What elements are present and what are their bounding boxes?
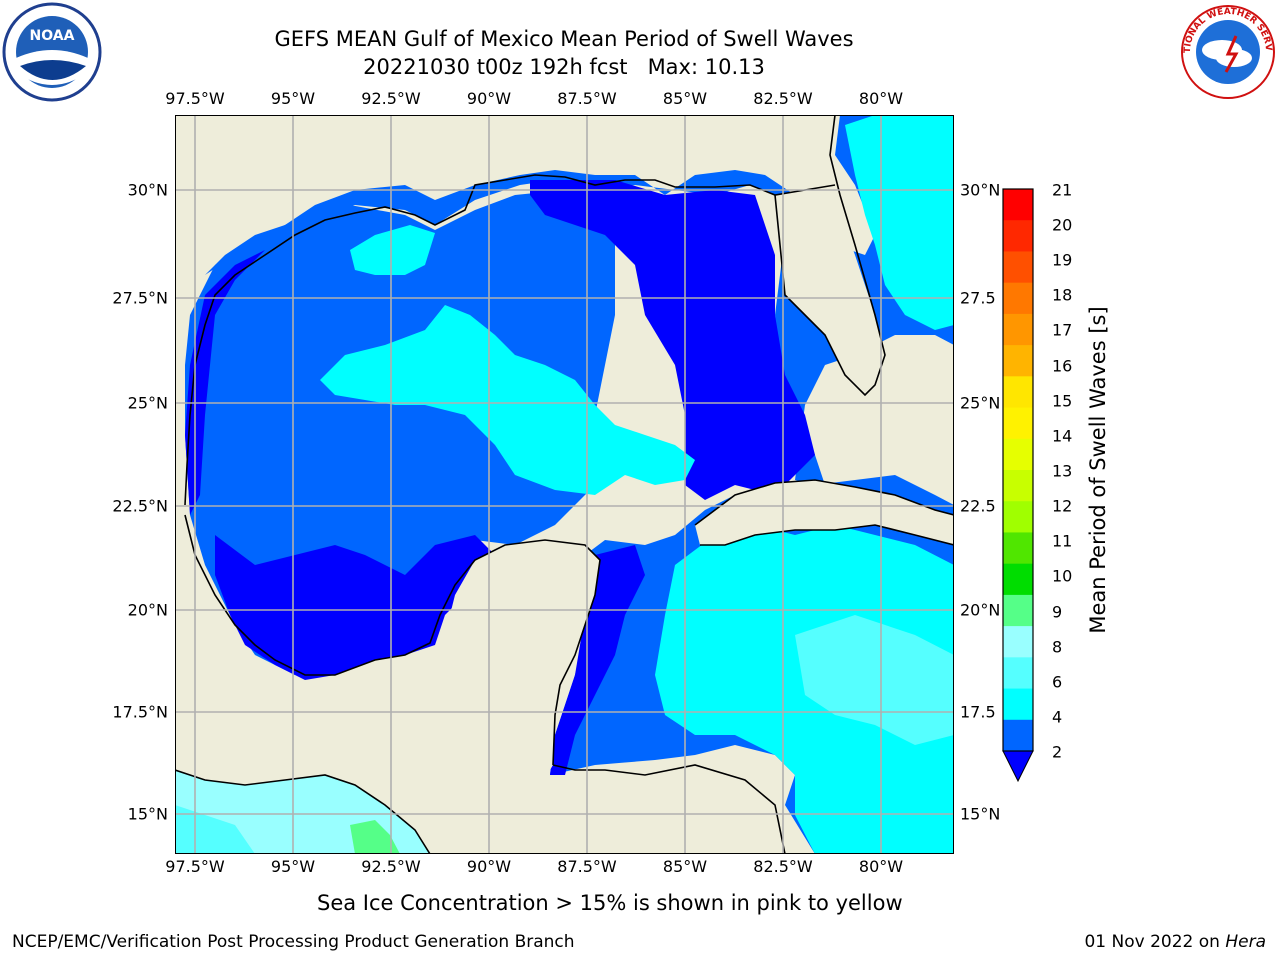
lat-tick-right: 27.5 [960,288,996,308]
map-subtitle: 20221030 t00z 192h fcst Max: 10.13 [363,55,765,79]
colorbar-tick: 10 [1052,566,1073,586]
florida-land [775,185,885,395]
lon-tick-top: 85°W [662,89,708,108]
lon-tick-top: 90°W [466,89,512,108]
colorbar-tick: 11 [1052,531,1073,551]
colorbar-cell [1003,282,1033,315]
colorbar-tick: 21 [1052,180,1073,200]
central-gulf-cyan [320,305,695,495]
lon-tick-bottom: 92.5°W [361,857,421,876]
lat-tick-right: 17.5 [960,702,996,722]
noaa-logo-text: NOAA [30,28,75,44]
colorbar-cell [1003,688,1033,721]
coastlines [175,115,954,854]
yucatan-land [425,540,600,780]
lon-tick-bottom: 97.5°W [165,857,225,876]
northwest-gulf-dark-edge [185,250,265,515]
colorbar-tick: 14 [1052,426,1073,446]
lat-tick-left: 30°N [127,180,168,200]
footer-date-text: 01 Nov 2022 on [1084,932,1226,952]
colorbar-frame [1002,188,1034,752]
colorbar-tick: 18 [1052,285,1073,305]
colorbar-tick: 2 [1052,742,1063,762]
lon-tick-top: 92.5°W [361,89,421,108]
lon-tick-top: 95°W [270,89,316,108]
colorbar-cell [1003,657,1033,690]
caribbean-dark-patch [550,545,645,775]
colorbar-cell [1003,594,1033,627]
colorbar-tick: 9 [1052,602,1063,622]
colorbar-cell [1003,470,1033,502]
lat-tick-right: 22.5 [960,496,996,516]
colorbar-tick: 4 [1052,707,1063,727]
cuba-land [695,480,954,545]
colorbar-tick: 13 [1052,461,1073,481]
colorbar-tick: 8 [1052,637,1063,657]
east-gulf-dark-patch [530,180,815,500]
colorbar-cell [1003,251,1033,284]
colorbar-cell [1003,438,1033,471]
colorbar-cell [1003,407,1033,440]
colorbar-tick: 16 [1052,356,1073,376]
lat-tick-right: 25°N [960,393,1001,413]
graticule [175,115,954,854]
lat-tick-right: 15°N [960,804,1001,824]
atlantic-cyan [845,115,954,330]
colorbar-extend-arrow [1002,750,1034,783]
lat-tick-right: 30°N [960,180,1001,200]
noaa-logo: NOAA [2,2,102,102]
sea-ice-note-text: Sea Ice Concentration > 15% is shown in … [317,891,903,915]
lat-tick-right: 20°N [960,600,1001,620]
lon-tick-bottom: 82.5°W [753,857,813,876]
lat-tick-left: 17.5°N [112,702,168,722]
colorbar-cells [1003,189,1033,752]
lon-tick-bottom: 87.5°W [557,857,617,876]
colorbar-tick: 17 [1052,320,1073,340]
lat-tick-left: 15°N [127,804,168,824]
lon-tick-top: 80°W [858,89,904,108]
lon-tick-bottom: 95°W [270,857,316,876]
colorbar-tick: 12 [1052,496,1073,516]
footer-date: 01 Nov 2022 on Hera [1084,932,1266,952]
colorbar-cell [1003,626,1033,658]
colorbar-tick: 19 [1052,250,1073,270]
map-title: GEFS MEAN Gulf of Mexico Mean Period of … [274,27,854,51]
footer-branch: NCEP/EMC/Verification Post Processing Pr… [12,932,575,952]
colorbar-cell [1003,189,1033,221]
lon-tick-top: 87.5°W [557,89,617,108]
colorbar-tick: 20 [1052,215,1073,235]
lon-tick-bottom: 90°W [466,857,512,876]
southwest-gulf-dark-patch [215,535,495,680]
colorbar-cell [1003,501,1033,533]
pacific-green-patch [350,820,400,854]
colorbar-label: Mean Period of Swell Waves [s] [1086,306,1110,634]
colorbar-cell [1003,563,1033,596]
lon-tick-top: 82.5°W [753,89,813,108]
colorbar-tick: 15 [1052,391,1073,411]
lat-tick-left: 22.5°N [112,496,168,516]
colorbar [1002,188,1034,783]
lon-tick-top: 97.5°W [165,89,225,108]
colorbar-cell [1003,313,1033,346]
lat-tick-left: 27.5°N [112,288,168,308]
footer-host: Hera [1225,932,1266,952]
colorbar-cell [1003,719,1033,752]
gulf-map [175,115,954,854]
lat-tick-left: 25°N [127,393,168,413]
colorbar-cell [1003,376,1033,409]
colorbar-cell [1003,345,1033,377]
lon-tick-bottom: 85°W [662,857,708,876]
nws-logo: NATIONAL WEATHER SERVICE [1176,2,1275,99]
north-gulf-cyan [350,225,435,275]
colorbar-tick: 6 [1052,672,1063,692]
colorbar-cell [1003,532,1033,565]
lat-tick-left: 20°N [127,600,168,620]
colorbar-cell [1003,220,1033,252]
lon-tick-bottom: 80°W [858,857,904,876]
sea-ice-note: Sea Ice Concentration > 15% is shown in … [317,891,903,915]
